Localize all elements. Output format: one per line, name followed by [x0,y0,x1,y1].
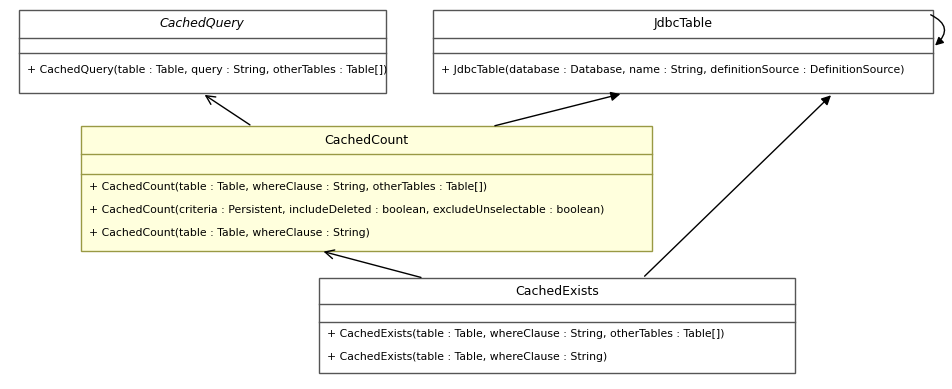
Bar [81,126,652,251]
Text: CachedExists: CachedExists [515,284,599,298]
Bar [433,10,933,93]
Text: CachedCount: CachedCount [325,133,408,147]
Text: + CachedCount(table : Table, whereClause : String): + CachedCount(table : Table, whereClause… [89,228,369,238]
Text: + CachedCount(criteria : Persistent, includeDeleted : boolean, excludeUnselectab: + CachedCount(criteria : Persistent, inc… [89,205,604,215]
Text: + CachedQuery(table : Table, query : String, otherTables : Table[]): + CachedQuery(table : Table, query : Str… [27,65,387,75]
Text: + CachedCount(table : Table, whereClause : String, otherTables : Table[]): + CachedCount(table : Table, whereClause… [89,182,486,192]
Text: + CachedExists(table : Table, whereClause : String, otherTables : Table[]): + CachedExists(table : Table, whereClaus… [327,329,724,339]
Text: JdbcTable: JdbcTable [654,18,712,30]
Text: + JdbcTable(database : Database, name : String, definitionSource : DefinitionSou: + JdbcTable(database : Database, name : … [441,65,904,75]
Bar [319,278,795,373]
Text: CachedQuery: CachedQuery [160,18,245,30]
Bar [19,10,386,93]
Text: + CachedExists(table : Table, whereClause : String): + CachedExists(table : Table, whereClaus… [327,352,606,362]
